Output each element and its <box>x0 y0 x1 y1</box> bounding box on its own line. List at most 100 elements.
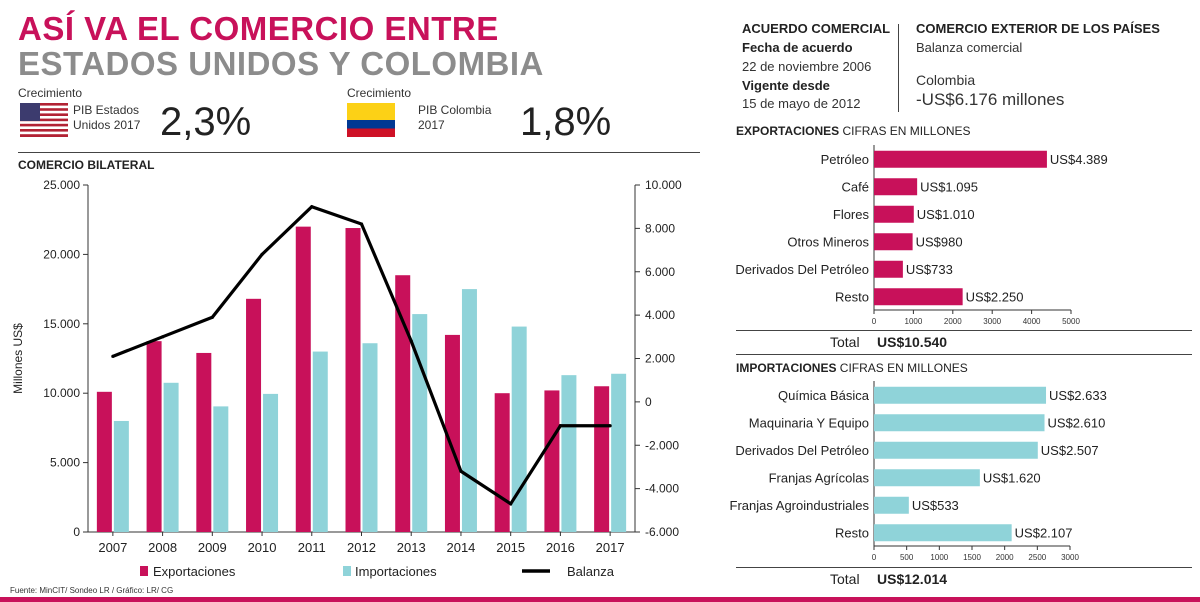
value-label: US$2.250 <box>966 289 1024 304</box>
export-bar <box>295 226 311 532</box>
left-axis-tick-label: 15.000 <box>43 317 80 331</box>
bar <box>874 260 903 278</box>
import-bar <box>611 373 627 532</box>
bar <box>874 150 1047 168</box>
co-growth-label: Crecimiento <box>347 86 412 100</box>
exports-total-rule <box>736 330 1192 331</box>
x-axis-tick-label: 2017 <box>596 540 625 555</box>
bilateral-heading: COMERCIO BILATERAL <box>18 158 155 172</box>
legend-swatch-imports <box>343 566 351 576</box>
category-label: Química Básica <box>778 388 870 403</box>
import-bar <box>511 326 527 532</box>
imports-heading-rest: CIFRAS EN MILLONES <box>836 361 968 375</box>
exports-chart: Petróleo US$4.389 Café US$1.095 Flores US$1.0… <box>735 145 1108 326</box>
value-label: US$2.610 <box>1048 415 1106 430</box>
foreign-trade-value: -US$6.176 millones <box>916 90 1065 109</box>
colombia-flag-icon <box>347 103 395 137</box>
legend-label-balance: Balanza <box>567 564 615 579</box>
category-label: Resto <box>835 525 869 540</box>
exports-heading: EXPORTACIONES CIFRAS EN MILLONES <box>736 124 971 138</box>
bar <box>874 233 913 251</box>
import-bar <box>163 382 179 532</box>
x-axis-tick-label: 2013 <box>397 540 426 555</box>
co-growth-value: 1,8% <box>520 100 612 144</box>
value-axis-tick-label: 2000 <box>996 553 1014 562</box>
category-label: Franjas Agrícolas <box>769 470 870 485</box>
x-axis-tick-label: 2016 <box>546 540 575 555</box>
import-bar <box>263 393 279 532</box>
export-bar <box>395 275 411 532</box>
co-growth-desc-line1: PIB Colombia <box>418 103 492 117</box>
value-axis-tick-label: 5000 <box>1062 317 1080 326</box>
import-bar <box>561 375 577 532</box>
legend-label-exports: Exportaciones <box>153 564 236 579</box>
x-axis-tick-label: 2014 <box>446 540 475 555</box>
x-axis-tick-label: 2012 <box>347 540 376 555</box>
exports-heading-rest: CIFRAS EN MILLONES <box>839 124 971 138</box>
x-axis-tick-label: 2007 <box>98 540 127 555</box>
value-axis-tick-label: 500 <box>900 553 914 562</box>
value-axis-tick-label: 3000 <box>983 317 1001 326</box>
balance-point <box>210 315 214 319</box>
us-growth-label: Crecimiento <box>18 86 83 100</box>
imports-heading: IMPORTACIONES CIFRAS EN MILLONES <box>736 361 968 375</box>
x-axis-tick-label: 2010 <box>248 540 277 555</box>
category-label: Flores <box>833 207 870 222</box>
value-label: US$2.633 <box>1049 388 1107 403</box>
balance-point <box>111 354 115 358</box>
co-growth-desc: PIB Colombia 2017 <box>418 103 491 133</box>
x-axis-tick-label: 2015 <box>496 540 525 555</box>
bar <box>874 288 963 306</box>
us-growth-desc: PIB Estados Unidos 2017 <box>73 103 140 133</box>
export-bar <box>544 390 560 532</box>
bar <box>874 496 909 514</box>
agreement-valid-value: 15 de mayo de 2012 <box>742 96 861 111</box>
value-axis-tick-label: 1500 <box>963 553 981 562</box>
source-note: Fuente: MinCIT/ Sondeo LR / Gráfico: LR/… <box>10 586 174 595</box>
agreement-date-value: 22 de noviembre 2006 <box>742 59 872 74</box>
value-label: US$1.010 <box>917 207 975 222</box>
balance-point <box>558 424 563 428</box>
imports-total-value: US$12.014 <box>877 571 948 587</box>
right-axis-tick-label: -4.000 <box>645 482 679 496</box>
right-axis-tick-label: -2.000 <box>645 438 679 452</box>
value-label: US$980 <box>916 234 963 249</box>
export-bar <box>594 386 610 532</box>
import-bar <box>312 351 328 532</box>
balance-line <box>112 204 611 507</box>
bar <box>874 469 980 487</box>
balance-point <box>359 222 364 226</box>
title-line-2: ESTADOS UNIDOS Y COLOMBIA <box>18 45 544 82</box>
us-growth-desc-line2: Unidos 2017 <box>73 118 141 132</box>
value-label: US$1.620 <box>983 470 1041 485</box>
value-axis-tick-label: 2500 <box>1028 553 1046 562</box>
value-axis-tick-label: 0 <box>872 553 877 562</box>
x-axis-tick-label: 2008 <box>148 540 177 555</box>
exports-total-value: US$10.540 <box>877 334 948 350</box>
import-bar <box>362 343 378 532</box>
value-label: US$533 <box>912 498 959 513</box>
foreign-trade-sub: Balanza comercial <box>916 40 1023 55</box>
category-label: Maquinaria Y Equipo <box>749 415 869 430</box>
right-axis-tick-label: 6.000 <box>645 265 675 279</box>
info-divider <box>898 24 899 112</box>
us-flag-icon <box>20 103 68 137</box>
imports-total-rule <box>736 567 1192 568</box>
value-axis-tick-label: 4000 <box>1023 317 1041 326</box>
bar <box>874 414 1045 432</box>
export-bar <box>345 228 361 532</box>
balance-point <box>409 339 413 343</box>
legend-swatch-exports <box>140 566 148 576</box>
export-bar <box>146 341 162 532</box>
title-line-1: ASÍ VA EL COMERCIO ENTRE <box>18 10 499 47</box>
balance-point <box>310 205 314 209</box>
right-axis-tick-label: 4.000 <box>645 308 675 322</box>
us-growth-desc-line1: PIB Estados <box>73 103 140 117</box>
value-axis-tick-label: 1000 <box>905 317 923 326</box>
category-label: Otros Mineros <box>787 234 869 249</box>
footer-bar <box>0 597 1200 602</box>
category-label: Franjas Agroindustriales <box>730 498 870 513</box>
value-label: US$2.107 <box>1015 525 1073 540</box>
imports-total-label: Total <box>830 571 860 587</box>
imports-heading-bold: IMPORTACIONES <box>736 361 837 375</box>
